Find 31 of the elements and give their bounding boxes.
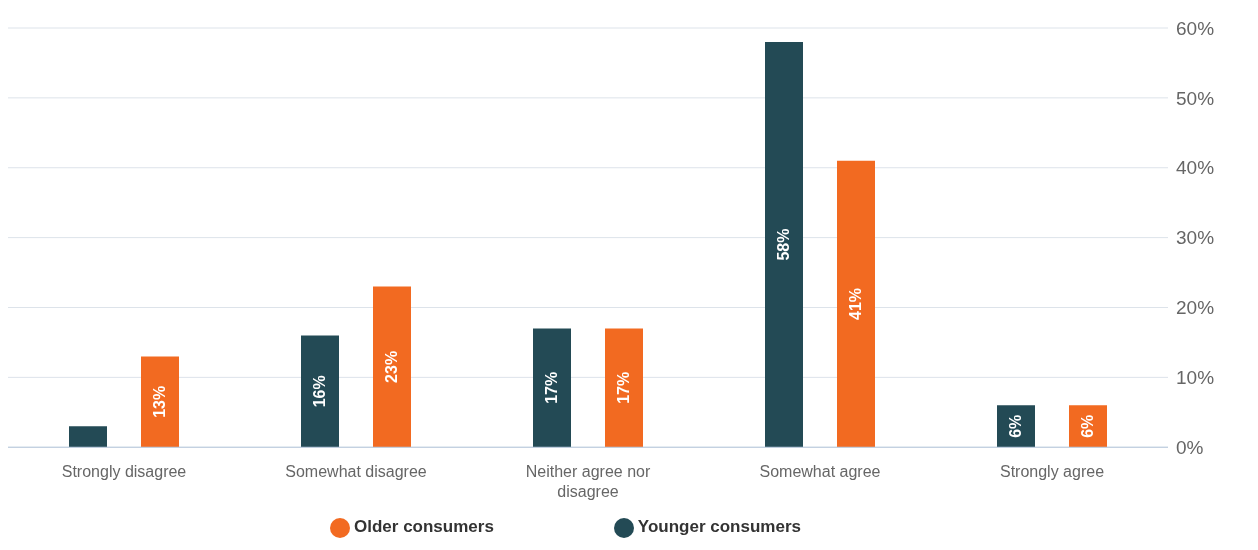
y-tick-label: 30% xyxy=(1176,227,1215,249)
bar xyxy=(605,328,643,448)
x-tick-label: Strongly disagree xyxy=(61,463,187,481)
x-tick-label: Somewhat agree xyxy=(759,463,881,481)
y-tick-label: 40% xyxy=(1176,157,1215,179)
y-tick-label: 20% xyxy=(1176,297,1215,319)
legend-label: Younger consumers xyxy=(637,517,801,537)
x-tick-label: Neither agree nor disagree xyxy=(525,463,651,501)
y-tick-label: 60% xyxy=(1176,17,1215,39)
data-label: 17% xyxy=(615,371,633,404)
data-label: 16% xyxy=(311,375,329,408)
bar xyxy=(533,328,571,448)
bar xyxy=(69,426,107,448)
bar xyxy=(837,160,875,448)
bar xyxy=(301,335,339,448)
legend-label: Older consumers xyxy=(354,517,494,537)
y-tick-label: 0% xyxy=(1176,436,1204,458)
x-tick-label: Somewhat disagree xyxy=(285,463,427,481)
bar xyxy=(765,41,803,448)
y-tick-label: 50% xyxy=(1176,87,1215,109)
data-label: 6% xyxy=(1007,414,1025,438)
data-label: 6% xyxy=(1079,414,1097,438)
bar xyxy=(373,286,411,448)
y-tick-label: 10% xyxy=(1176,367,1215,389)
data-label: 58% xyxy=(775,228,793,261)
data-label: 17% xyxy=(543,371,561,404)
data-label: 23% xyxy=(383,350,401,383)
data-label: 41% xyxy=(847,287,865,321)
data-label: 13% xyxy=(151,385,169,418)
x-tick-label: Strongly agree xyxy=(999,463,1105,481)
bar xyxy=(141,356,179,448)
